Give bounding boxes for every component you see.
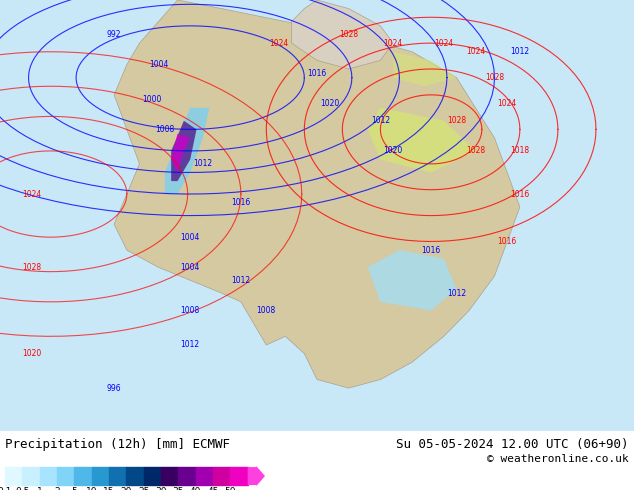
Text: 1028: 1028 bbox=[485, 73, 504, 82]
Text: 1012: 1012 bbox=[181, 341, 200, 349]
Bar bbox=[109, 467, 126, 485]
FancyArrow shape bbox=[248, 466, 265, 486]
Text: 1024: 1024 bbox=[384, 39, 403, 48]
Text: 1004: 1004 bbox=[181, 233, 200, 242]
Bar bbox=[74, 467, 92, 485]
Polygon shape bbox=[165, 108, 209, 194]
Text: 1020: 1020 bbox=[384, 147, 403, 155]
Text: 1000: 1000 bbox=[143, 95, 162, 104]
Text: 1018: 1018 bbox=[510, 147, 529, 155]
Text: 1004: 1004 bbox=[149, 60, 168, 69]
Text: 1016: 1016 bbox=[498, 237, 517, 246]
Polygon shape bbox=[368, 108, 476, 172]
Polygon shape bbox=[292, 0, 393, 69]
Polygon shape bbox=[368, 250, 456, 311]
Bar bbox=[40, 467, 57, 485]
Text: 1024: 1024 bbox=[466, 47, 485, 56]
Text: 1012: 1012 bbox=[447, 289, 466, 298]
Text: 1016: 1016 bbox=[510, 190, 529, 198]
Text: 1016: 1016 bbox=[422, 245, 441, 255]
Text: 1012: 1012 bbox=[371, 116, 390, 125]
Text: 1012: 1012 bbox=[231, 276, 250, 285]
Text: 996: 996 bbox=[107, 384, 122, 392]
Bar bbox=[92, 467, 109, 485]
Text: 45: 45 bbox=[207, 487, 219, 490]
Text: 1028: 1028 bbox=[339, 30, 358, 39]
Text: 40: 40 bbox=[190, 487, 202, 490]
Text: 1020: 1020 bbox=[320, 99, 339, 108]
Text: 15: 15 bbox=[103, 487, 115, 490]
Text: 1008: 1008 bbox=[257, 306, 276, 315]
Bar bbox=[230, 467, 248, 485]
Text: 50: 50 bbox=[224, 487, 236, 490]
Text: 1004: 1004 bbox=[181, 263, 200, 272]
Text: 992: 992 bbox=[107, 30, 121, 39]
Text: 20: 20 bbox=[120, 487, 132, 490]
Text: 10: 10 bbox=[86, 487, 98, 490]
Text: 35: 35 bbox=[172, 487, 184, 490]
Text: 1008: 1008 bbox=[181, 306, 200, 315]
Text: 1024: 1024 bbox=[269, 39, 288, 48]
Text: 25: 25 bbox=[138, 487, 150, 490]
Polygon shape bbox=[171, 121, 197, 181]
Bar bbox=[126, 467, 144, 485]
Text: 1020: 1020 bbox=[22, 349, 41, 358]
Bar bbox=[144, 467, 161, 485]
Text: 1028: 1028 bbox=[22, 263, 41, 272]
Bar bbox=[178, 467, 196, 485]
Text: 1: 1 bbox=[37, 487, 42, 490]
Text: 1024: 1024 bbox=[434, 39, 453, 48]
Polygon shape bbox=[393, 52, 456, 86]
Bar bbox=[5, 467, 22, 485]
Bar bbox=[196, 467, 213, 485]
Text: 1016: 1016 bbox=[231, 198, 250, 207]
Text: 1028: 1028 bbox=[466, 147, 485, 155]
Text: 30: 30 bbox=[155, 487, 167, 490]
Text: 1008: 1008 bbox=[155, 125, 174, 134]
Polygon shape bbox=[114, 0, 520, 388]
Text: 1016: 1016 bbox=[307, 69, 327, 78]
Text: Su 05-05-2024 12.00 UTC (06+90): Su 05-05-2024 12.00 UTC (06+90) bbox=[396, 438, 629, 451]
Bar bbox=[161, 467, 178, 485]
Text: 1012: 1012 bbox=[510, 47, 529, 56]
Bar bbox=[213, 467, 230, 485]
Text: 1024: 1024 bbox=[22, 190, 41, 198]
Text: 1028: 1028 bbox=[447, 116, 466, 125]
Text: 1024: 1024 bbox=[498, 99, 517, 108]
Bar bbox=[22, 467, 40, 485]
Text: 0.5: 0.5 bbox=[15, 487, 30, 490]
Text: 5: 5 bbox=[72, 487, 77, 490]
Text: 0.1: 0.1 bbox=[0, 487, 12, 490]
Text: 2: 2 bbox=[54, 487, 60, 490]
Polygon shape bbox=[171, 134, 190, 172]
Text: Precipitation (12h) [mm] ECMWF: Precipitation (12h) [mm] ECMWF bbox=[5, 438, 230, 451]
Text: © weatheronline.co.uk: © weatheronline.co.uk bbox=[488, 454, 629, 464]
Bar bbox=[57, 467, 74, 485]
Text: 1012: 1012 bbox=[193, 159, 212, 169]
